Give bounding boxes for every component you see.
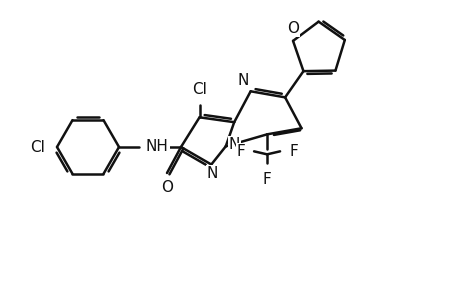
Text: F: F (262, 172, 271, 187)
Text: Cl: Cl (192, 82, 207, 97)
Text: Cl: Cl (30, 140, 45, 154)
Text: F: F (288, 144, 297, 159)
Text: N: N (206, 166, 218, 181)
Text: F: F (236, 144, 245, 159)
Text: NH: NH (146, 139, 168, 154)
Text: O: O (161, 180, 173, 195)
Text: N: N (237, 73, 248, 88)
Text: N: N (228, 137, 240, 152)
Text: O: O (286, 21, 298, 36)
